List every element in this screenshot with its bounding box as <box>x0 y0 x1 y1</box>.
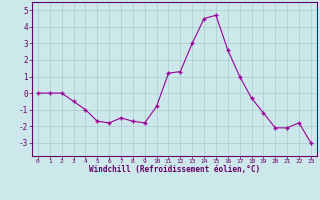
X-axis label: Windchill (Refroidissement éolien,°C): Windchill (Refroidissement éolien,°C) <box>89 165 260 174</box>
